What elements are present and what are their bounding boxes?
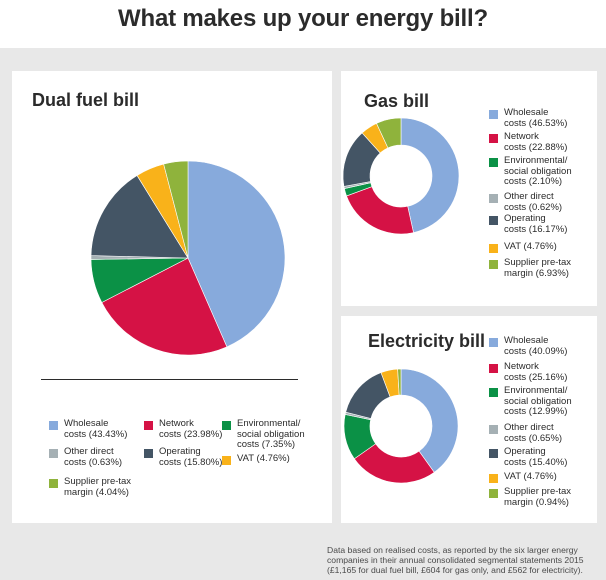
legend-label-vat: VAT (4.76%) (504, 471, 557, 482)
legend-item-environmental: Environmental/ social obligation costs (… (222, 418, 305, 451)
legend-item-wholesale: Wholesale costs (46.53%) (489, 107, 568, 129)
legend-swatch-network (489, 364, 498, 373)
legend-item-network: Network costs (22.88%) (489, 131, 568, 153)
legend-label-operating: Operating costs (15.80%) (159, 446, 223, 468)
legend-label-network: Network costs (25.16%) (504, 361, 568, 383)
electricity-donut-chart (343, 368, 459, 484)
legend-swatch-other_direct (489, 425, 498, 434)
legend-item-network: Network costs (23.98%) (144, 418, 223, 440)
pie-slice-operating (90, 175, 189, 259)
legend-label-wholesale: Wholesale costs (46.53%) (504, 107, 568, 129)
legend-swatch-environmental (222, 421, 231, 430)
legend-item-other_direct: Other direct costs (0.62%) (489, 191, 563, 213)
legend-swatch-vat (489, 244, 498, 253)
legend-swatch-network (144, 421, 153, 430)
legend-item-operating: Operating costs (15.80%) (144, 446, 223, 468)
legend-label-supplier_margin: Supplier pre-tax margin (0.94%) (504, 486, 572, 508)
pie-slice-wholesale (400, 117, 460, 233)
legend-item-vat: VAT (4.76%) (222, 453, 290, 465)
electricity-title: Electricity bill (368, 331, 486, 351)
gas-panel: Gas bill Wholesale costs (46.53%) Network… (341, 71, 597, 306)
legend-label-other_direct: Other direct costs (0.62%) (504, 191, 563, 213)
legend-item-environmental: Environmental/ social obligation costs (… (489, 385, 572, 418)
legend-item-wholesale: Wholesale costs (40.09%) (489, 335, 568, 357)
pie-slice-wholesale (187, 160, 286, 348)
gas-title: Gas bill (364, 91, 430, 111)
legend-swatch-network (489, 134, 498, 143)
legend-swatch-vat (489, 474, 498, 483)
electricity-panel: Electricity bill Wholesale costs (40.09%… (341, 316, 597, 523)
legend-label-environmental: Environmental/ social obligation costs (… (504, 385, 572, 417)
footnote: Data based on realised costs, as reporte… (327, 545, 584, 575)
page-title: What makes up your energy bill? (118, 5, 488, 32)
legend-label-operating: Operating costs (16.17%) (504, 213, 568, 235)
legend-label-wholesale: Wholesale costs (40.09%) (504, 335, 568, 357)
legend-label-supplier_margin: Supplier pre-tax margin (4.04%) (64, 476, 132, 498)
legend-swatch-other_direct (49, 449, 58, 458)
legend-label-network: Network costs (22.88%) (504, 131, 568, 153)
legend-swatch-environmental (489, 158, 498, 167)
legend-label-environmental: Environmental/ social obligation costs (… (504, 155, 572, 187)
pie-slice-supplier_margin (163, 160, 189, 259)
legend-swatch-wholesale (489, 110, 498, 119)
legend-item-wholesale: Wholesale costs (43.43%) (49, 418, 128, 440)
legend-item-supplier_margin: Supplier pre-tax margin (6.93%) (489, 257, 572, 279)
legend-label-supplier_margin: Supplier pre-tax margin (6.93%) (504, 257, 572, 279)
legend-label-operating: Operating costs (15.40%) (504, 446, 568, 468)
legend-label-other_direct: Other direct costs (0.63%) (64, 446, 123, 468)
pie-slice-supplier_margin (376, 117, 402, 149)
legend-swatch-operating (144, 449, 153, 458)
legend-label-other_direct: Other direct costs (0.65%) (504, 422, 563, 444)
legend-swatch-environmental (489, 388, 498, 397)
legend-swatch-wholesale (489, 338, 498, 347)
legend-swatch-other_direct (489, 194, 498, 203)
legend-item-other_direct: Other direct costs (0.63%) (49, 446, 123, 468)
legend-item-other_direct: Other direct costs (0.65%) (489, 422, 563, 444)
legend-swatch-operating (489, 216, 498, 225)
legend-label-network: Network costs (23.98%) (159, 418, 223, 440)
legend-swatch-vat (222, 456, 231, 465)
legend-item-supplier_margin: Supplier pre-tax margin (0.94%) (489, 486, 572, 508)
gas-donut-chart (342, 117, 460, 235)
pie-slice-supplier_margin (397, 368, 402, 396)
pie-slice-network (346, 186, 414, 235)
legend-swatch-wholesale (49, 421, 58, 430)
legend-divider (41, 379, 298, 380)
pie-slice-wholesale (400, 368, 459, 473)
legend-swatch-supplier_margin (49, 479, 58, 488)
pie-slice-network (101, 257, 228, 356)
legend-item-vat: VAT (4.76%) (489, 471, 557, 483)
legend-label-vat: VAT (4.76%) (504, 241, 557, 252)
legend-item-network: Network costs (25.16%) (489, 361, 568, 383)
dual-fuel-title: Dual fuel bill (32, 90, 140, 110)
legend-item-operating: Operating costs (16.17%) (489, 213, 568, 235)
legend-label-wholesale: Wholesale costs (43.43%) (64, 418, 128, 440)
legend-label-environmental: Environmental/ social obligation costs (… (237, 418, 305, 450)
legend-swatch-operating (489, 449, 498, 458)
legend-label-vat: VAT (4.76%) (237, 453, 290, 464)
legend-item-supplier_margin: Supplier pre-tax margin (4.04%) (49, 476, 132, 498)
dual-fuel-panel: Dual fuel bill Wholesale costs (43.43%) N… (12, 71, 332, 523)
legend-swatch-supplier_margin (489, 260, 498, 269)
header-bar (0, 0, 606, 48)
dual-fuel-pie-chart (90, 160, 286, 356)
legend-item-operating: Operating costs (15.40%) (489, 446, 568, 468)
legend-item-vat: VAT (4.76%) (489, 241, 557, 253)
legend-swatch-supplier_margin (489, 489, 498, 498)
legend-item-environmental: Environmental/ social obligation costs (… (489, 155, 572, 188)
